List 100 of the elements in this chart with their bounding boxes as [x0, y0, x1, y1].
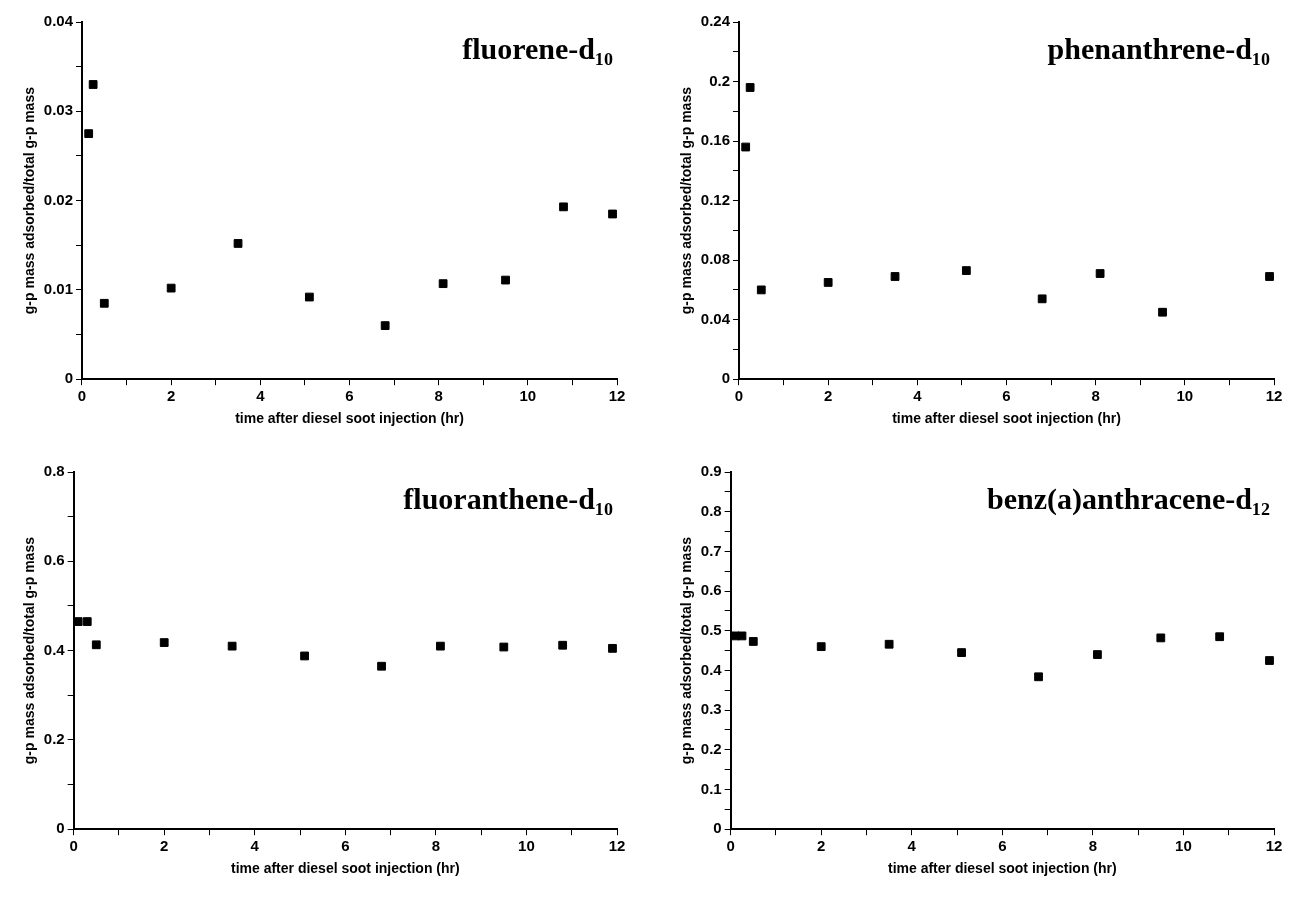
y-tick-label: 0.1	[700, 779, 722, 797]
x-tick-label: 4	[913, 387, 923, 405]
x-tick-label: 8	[1088, 837, 1098, 855]
y-tick-label: 0.04	[43, 12, 74, 30]
x-tick-label: 8	[431, 837, 441, 855]
point	[1037, 294, 1047, 304]
chart-title: fluorene-d₁₀	[462, 31, 613, 65]
x-tick-label: 4	[256, 387, 266, 405]
y-tick-label: 0.6	[43, 551, 65, 569]
point	[82, 617, 92, 626]
point	[816, 642, 826, 652]
x-tick-label: 10	[518, 837, 535, 855]
y-tick-label: 0.16	[700, 131, 730, 149]
point	[823, 278, 833, 287]
x-tick-label: 2	[160, 837, 169, 855]
x-axis-title: time after diesel soot injection (hr)	[235, 410, 464, 427]
y-tick-label: 0	[64, 369, 73, 387]
y-tick-label: 0.24	[700, 12, 731, 30]
x-tick-label: 10	[1175, 837, 1192, 855]
point	[227, 641, 237, 651]
point	[957, 648, 966, 657]
point	[1156, 633, 1166, 643]
y-tick-label: 0.2	[700, 739, 722, 757]
point	[499, 642, 509, 652]
chart-title: benz(a)anthracene-d₁₂	[987, 481, 1270, 516]
point	[608, 643, 617, 653]
point	[438, 279, 448, 289]
x-tick-label: 2	[817, 837, 826, 855]
x-tick-label: 12	[608, 387, 626, 405]
y-axis-title: g-p mass adsorbed/total g-p mass	[21, 86, 38, 315]
x-tick-label: 12	[608, 837, 626, 855]
point	[159, 638, 169, 647]
y-tick-label: 0	[713, 819, 722, 837]
point	[88, 80, 98, 89]
y-tick-label: 0.8	[700, 501, 722, 519]
point	[1215, 632, 1225, 642]
y-tick-label: 0.08	[700, 250, 730, 268]
x-axis-title: time after diesel soot injection (hr)	[230, 860, 460, 877]
y-tick-label: 0.7	[700, 541, 722, 559]
point	[84, 129, 94, 139]
y-axis-title: g-p mass adsorbed/total g-p mass	[21, 536, 38, 765]
y-tick-label: 0.12	[700, 190, 730, 208]
x-tick-label: 6	[998, 837, 1007, 855]
x-tick-label: 4	[907, 837, 917, 855]
point	[1034, 672, 1043, 682]
point	[501, 275, 510, 285]
y-tick-label: 0.2	[43, 730, 65, 748]
y-tick-label: 0	[56, 819, 65, 837]
point	[1265, 656, 1274, 665]
x-tick-label: 6	[341, 837, 350, 855]
point	[884, 639, 894, 649]
x-tick-label: 2	[823, 387, 833, 405]
x-tick-label: 8	[1091, 387, 1100, 405]
point	[1095, 269, 1105, 278]
point	[961, 266, 971, 275]
point	[304, 292, 314, 302]
chart-title: fluoranthene-d₁₀	[403, 481, 613, 515]
x-tick-label: 4	[250, 837, 260, 855]
x-axis-title: time after diesel soot injection (hr)	[892, 410, 1121, 427]
y-tick-label: 0.5	[700, 620, 722, 638]
x-tick-label: 10	[519, 387, 537, 405]
x-tick-label: 0	[77, 387, 87, 405]
y-tick-label: 0.03	[43, 101, 73, 119]
x-tick-label: 10	[1176, 387, 1194, 405]
x-tick-label: 12	[1265, 387, 1283, 405]
x-tick-label: 12	[1265, 837, 1283, 855]
point	[559, 202, 568, 212]
point	[436, 641, 445, 651]
y-tick-label: 0.6	[700, 581, 722, 599]
x-tick-label: 0	[734, 387, 744, 405]
point	[99, 298, 109, 308]
y-tick-label: 0.3	[700, 700, 722, 718]
point	[166, 283, 176, 293]
point	[1158, 307, 1167, 317]
x-axis-title: time after diesel soot injection (hr)	[887, 860, 1117, 877]
x-tick-label: 6	[345, 387, 354, 405]
point	[745, 83, 755, 92]
point	[748, 637, 758, 646]
point	[608, 209, 617, 219]
y-axis-title: g-p mass adsorbed/total g-p mass	[678, 86, 695, 315]
point	[377, 661, 386, 671]
x-tick-label: 8	[434, 387, 443, 405]
point	[756, 285, 766, 295]
point	[1093, 650, 1102, 659]
point	[300, 651, 309, 661]
y-tick-label: 0.04	[700, 309, 731, 327]
y-tick-label: 0.9	[700, 462, 722, 480]
y-tick-label: 0.8	[43, 462, 65, 480]
point	[741, 142, 751, 152]
chart-title: phenanthrene-d₁₀	[1047, 31, 1270, 65]
point	[737, 631, 747, 641]
point	[558, 640, 568, 650]
y-tick-label: 0	[721, 369, 730, 387]
point	[890, 272, 900, 281]
y-axis-title: g-p mass adsorbed/total g-p mass	[678, 536, 695, 765]
x-tick-label: 6	[1002, 387, 1011, 405]
y-tick-label: 0.02	[43, 190, 73, 208]
y-tick-label: 0.4	[700, 660, 723, 678]
point	[1265, 272, 1274, 281]
y-tick-label: 0.2	[709, 71, 730, 89]
